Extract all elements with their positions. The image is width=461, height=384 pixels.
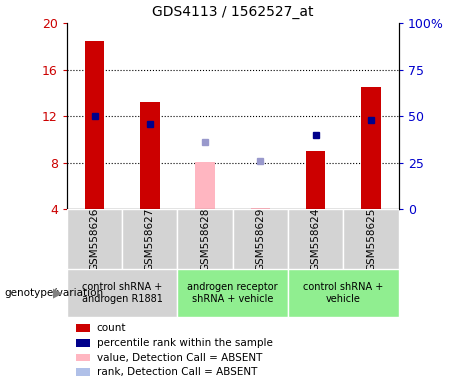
Text: genotype/variation: genotype/variation (5, 288, 104, 298)
Text: GSM558628: GSM558628 (200, 207, 210, 271)
Text: control shRNA +
vehicle: control shRNA + vehicle (303, 282, 384, 304)
Bar (233, 209, 288, 269)
Text: GSM558624: GSM558624 (311, 207, 321, 271)
Bar (177, 269, 288, 317)
Bar (251, 207, 270, 209)
Bar (67, 209, 122, 269)
Text: androgen receptor
shRNA + vehicle: androgen receptor shRNA + vehicle (188, 282, 278, 304)
Text: GSM558626: GSM558626 (89, 207, 100, 271)
Text: count: count (97, 323, 126, 333)
Bar (177, 209, 233, 269)
Text: GSM558627: GSM558627 (145, 207, 155, 271)
Title: GDS4113 / 1562527_at: GDS4113 / 1562527_at (152, 5, 313, 19)
Text: rank, Detection Call = ABSENT: rank, Detection Call = ABSENT (97, 367, 257, 377)
Bar (140, 102, 160, 209)
Bar (306, 151, 325, 209)
Text: GSM558629: GSM558629 (255, 207, 266, 271)
Bar (288, 209, 343, 269)
Bar (288, 269, 399, 317)
Text: percentile rank within the sample: percentile rank within the sample (97, 338, 273, 348)
Bar (85, 40, 104, 209)
Text: control shRNA +
androgen R1881: control shRNA + androgen R1881 (82, 282, 163, 304)
Bar (122, 209, 177, 269)
Bar (343, 209, 399, 269)
Bar (67, 269, 177, 317)
Text: ▶: ▶ (53, 286, 62, 299)
Bar (195, 162, 215, 209)
Text: GSM558625: GSM558625 (366, 207, 376, 271)
Text: value, Detection Call = ABSENT: value, Detection Call = ABSENT (97, 353, 262, 362)
Bar (361, 87, 381, 209)
